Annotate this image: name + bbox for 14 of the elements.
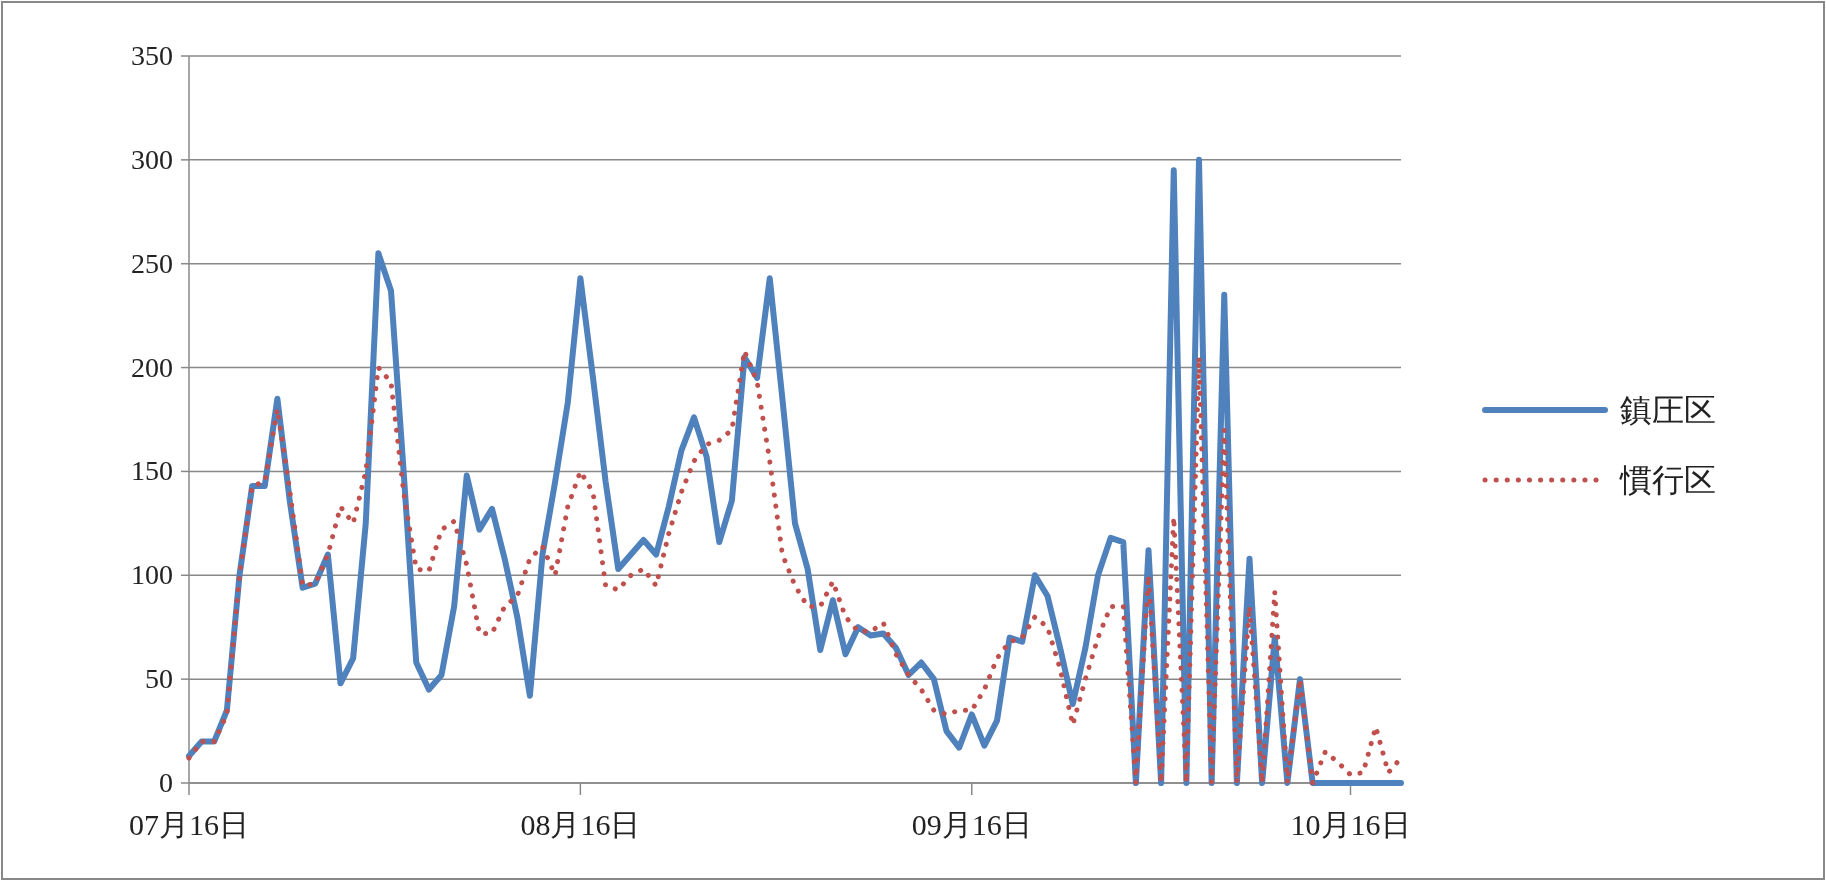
y-tick-label: 150	[131, 455, 173, 487]
x-tick-label: 07月16日	[129, 808, 249, 841]
y-tick-label: 300	[131, 143, 173, 175]
legend-label: 慣行区	[1619, 461, 1716, 499]
y-tick-label: 200	[131, 351, 173, 383]
y-tick-label: 50	[145, 663, 173, 695]
y-tick-label: 100	[131, 559, 173, 591]
y-tick-label: 0	[159, 767, 173, 798]
x-tick-label: 09月16日	[911, 808, 1032, 841]
x-tick-label: 08月16日	[520, 808, 641, 841]
y-tick-label: 250	[131, 247, 173, 279]
legend-label: 鎮圧区	[1620, 391, 1716, 429]
y-tick-label: 350	[131, 40, 173, 71]
x-tick-label: 10月16日	[1290, 808, 1411, 841]
